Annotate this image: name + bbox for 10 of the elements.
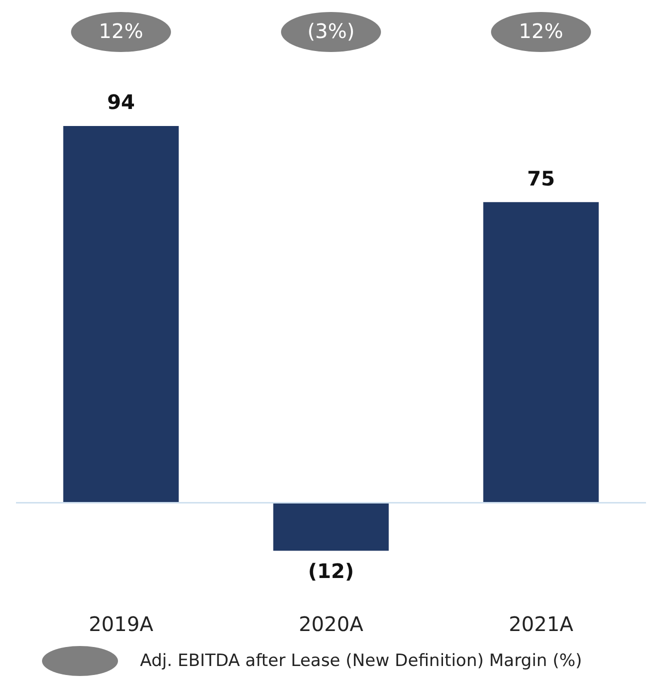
text: 12% [98, 19, 144, 44]
x-tick-label: 2020A [298, 612, 364, 636]
x-tick-label: 2019A [88, 612, 154, 636]
text: (3%) [307, 19, 355, 44]
x-tick-label: 2021A [508, 612, 574, 636]
text: Adj. EBITDA after Lease (New Definition) Margin (%) [140, 651, 582, 671]
data-label: (12) [308, 558, 354, 583]
data-label: 94 [107, 90, 135, 114]
data-label: 75 [527, 166, 555, 190]
text: 12% [518, 19, 564, 44]
